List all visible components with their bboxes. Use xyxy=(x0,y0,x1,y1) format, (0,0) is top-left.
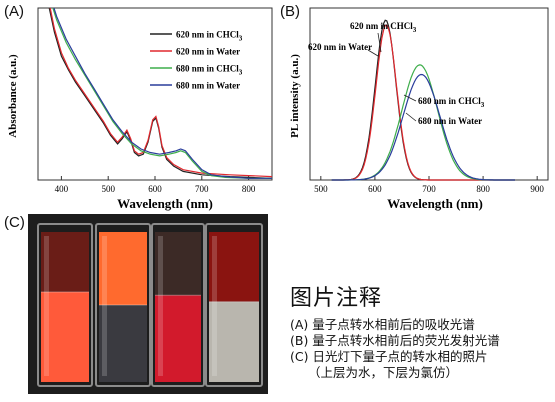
glass-wall xyxy=(205,223,263,387)
glass-wall xyxy=(151,223,205,387)
x-tick-label: 600 xyxy=(148,184,162,194)
cuvette-2 xyxy=(95,223,151,387)
caption-line-a: (A) 量子点转水相前后的吸收光谱 xyxy=(290,317,475,332)
x-tick-label: 900 xyxy=(530,184,544,194)
x-tick-label: 800 xyxy=(242,184,256,194)
series-line-680-nm-in-water xyxy=(331,73,515,181)
series-line-620-nm-in-water xyxy=(49,8,272,178)
lower-layer xyxy=(99,305,147,382)
plot-frame xyxy=(309,7,549,181)
cuvette-photo xyxy=(28,214,268,394)
x-axis-label: Wavelength (nm) xyxy=(387,196,483,211)
cuvette-3 xyxy=(151,223,205,387)
glass-highlight xyxy=(158,236,163,376)
cuvette-4 xyxy=(205,223,263,387)
annotation-arrow xyxy=(403,94,417,102)
lower-layer xyxy=(155,295,201,382)
legend-entry: 620 nm in CHCl3 xyxy=(176,30,243,43)
x-tick-label: 700 xyxy=(422,184,436,194)
upper-layer xyxy=(41,232,89,293)
annotation-arrow xyxy=(405,112,417,122)
absorbance-chart: 400 500 600 700 800 620 nm in CHCl3 620 nm in… xyxy=(7,7,273,211)
x-tick-label: 700 xyxy=(195,184,209,194)
upper-layer xyxy=(209,232,259,302)
legend-entry: 680 nm in Water xyxy=(176,81,240,91)
lower-layer xyxy=(209,301,259,382)
series-line-620-nm-in-chcl3 xyxy=(48,8,272,179)
legend-entry: 620 nm in Water xyxy=(176,47,240,57)
upper-layer xyxy=(99,232,147,305)
glass-highlight xyxy=(102,236,107,376)
y-axis-label: Absorbance (a.u.) xyxy=(7,54,19,138)
lower-layer xyxy=(41,292,89,382)
upper-layer xyxy=(155,232,201,296)
panel-label-b: (B) xyxy=(280,3,300,20)
glass-wall xyxy=(95,223,151,387)
glass-highlight xyxy=(212,236,217,376)
legend-entry: 680 nm in CHCl3 xyxy=(176,64,243,77)
glass-wall xyxy=(37,223,93,387)
caption-line-note: （上层为水，下层为氯仿） xyxy=(308,365,459,380)
annotation-620-water: 620 nm in Water xyxy=(308,42,372,52)
caption-line-b: (B) 量子点转水相前后的荧光发射光谱 xyxy=(290,333,500,348)
panel-label-a: (A) xyxy=(4,3,24,20)
annotation-arrow xyxy=(377,32,382,53)
x-tick-label: 500 xyxy=(101,184,115,194)
x-tick-label: 600 xyxy=(368,184,382,194)
annotation-680-chcl3: 680 nm in CHCl3 xyxy=(418,96,485,109)
x-tick-label: 500 xyxy=(314,184,328,194)
annotation-680-water: 680 nm in Water xyxy=(418,116,482,126)
panel-label-c: (C) xyxy=(4,214,25,231)
pl-intensity-chart: 500 600 700 800 900 620 nm in CHCl3 620 nm in… xyxy=(289,7,549,211)
annotation-620-chcl3: 620 nm in CHCl3 xyxy=(350,21,417,34)
series-line-680-nm-in-water xyxy=(53,8,272,179)
caption-title: 图片注释 xyxy=(290,286,383,311)
x-tick-label: 400 xyxy=(55,184,69,194)
cuvette-1 xyxy=(37,223,93,387)
series-line-680-nm-in-chcl3 xyxy=(52,8,272,179)
glass-highlight xyxy=(44,236,49,376)
caption-line-c: (C) 日光灯下量子点的转水相的照片 xyxy=(290,349,488,364)
annotation-arrow xyxy=(367,49,379,57)
x-axis-label: Wavelength (nm) xyxy=(117,196,213,211)
x-tick-label: 800 xyxy=(476,184,490,194)
y-axis-label: PL intensity (a.u.) xyxy=(289,54,301,138)
